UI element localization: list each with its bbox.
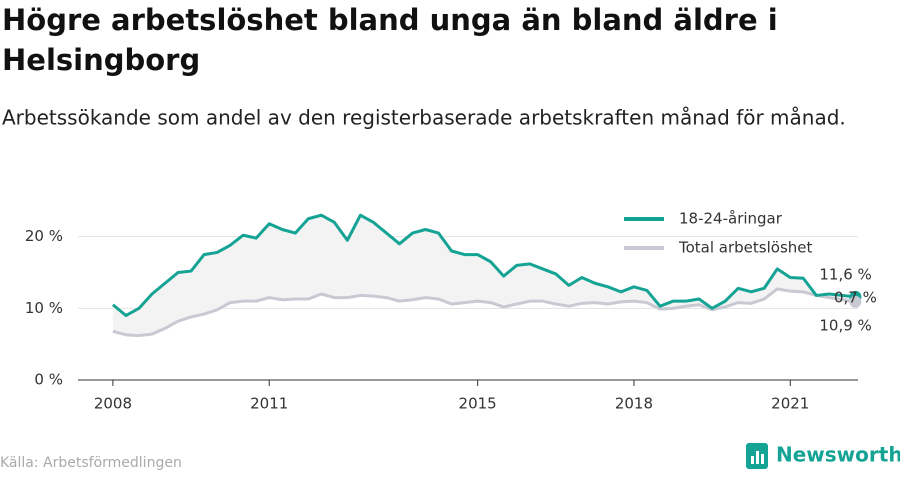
value-label: 10,9 %: [819, 316, 871, 334]
chart-title-2: Helsingborg: [2, 43, 200, 77]
line: [111, 213, 856, 317]
y-tick-label: 0 %: [34, 371, 63, 389]
legend-label: Total arbetslöshet: [678, 239, 813, 257]
x-tick-label: 2018: [615, 395, 653, 413]
y-tick-label: 10 %: [25, 299, 63, 317]
annotation: 0,7 %: [834, 289, 877, 307]
logo-bar: [756, 451, 759, 464]
logo-bar: [761, 454, 764, 464]
line: [112, 287, 856, 338]
x-tick-label: 2021: [771, 395, 809, 413]
x-tick-label: 2011: [250, 395, 288, 413]
gap-area: [112, 215, 856, 336]
logo: Newsworthy: [746, 443, 900, 469]
brand: Newsworthy: [776, 443, 900, 467]
x-tick-label: 2008: [94, 395, 132, 413]
source: Källa: Arbetsförmedlingen: [0, 455, 182, 471]
chart-subtitle-1: Arbetssökande som andel av den registerb…: [2, 106, 846, 130]
x-tick-label: 2015: [459, 395, 497, 413]
chart-title-1: Högre arbetslöshet bland unga än bland ä…: [2, 3, 778, 37]
end-point: [849, 295, 862, 308]
y-tick-label: 20 %: [25, 227, 63, 245]
legend-label: 18-24-åringar: [679, 210, 783, 228]
logo-bar: [751, 456, 754, 464]
value-label: 11,6 %: [819, 265, 871, 283]
